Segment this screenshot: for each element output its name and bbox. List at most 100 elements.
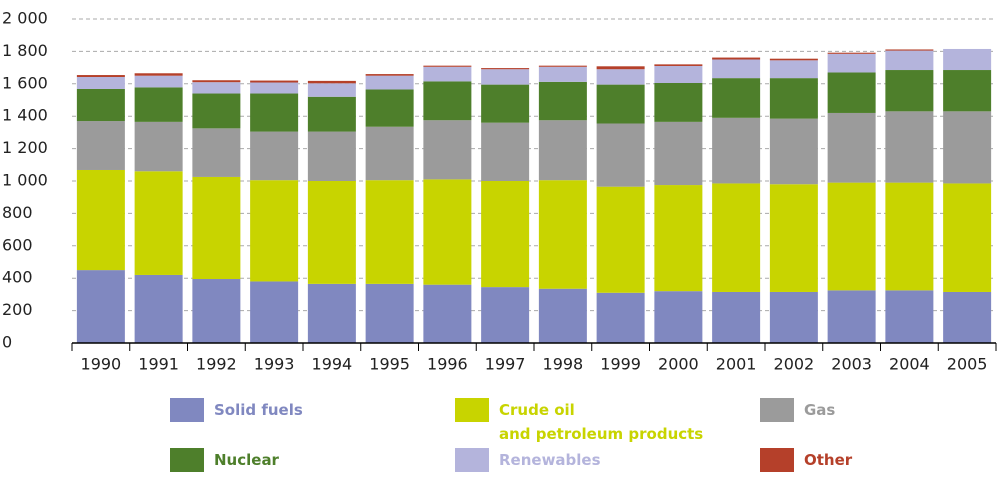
legend-label: Other xyxy=(804,451,853,469)
y-tick-label: 1 600 xyxy=(2,73,48,92)
bar-segment xyxy=(423,65,472,67)
bar-segment xyxy=(192,82,241,94)
bar-segment xyxy=(481,69,530,85)
bar-segment xyxy=(481,287,530,343)
bar-segment xyxy=(134,274,183,343)
bar-segment xyxy=(481,122,530,181)
bar-segment xyxy=(654,291,703,343)
bar-segment xyxy=(76,121,125,170)
legend-label: Gas xyxy=(804,401,836,419)
bar-segment xyxy=(192,279,241,343)
x-tick-label: 1997 xyxy=(485,355,526,374)
bar-segment xyxy=(654,121,703,186)
bar-segment xyxy=(134,73,183,76)
bar-segment xyxy=(423,81,472,121)
bar-segment xyxy=(943,70,992,112)
legend-swatch xyxy=(170,448,204,472)
bar-segment xyxy=(712,57,761,60)
bar-segment xyxy=(250,131,299,181)
y-tick-label: 400 xyxy=(2,268,33,287)
bar-segment xyxy=(365,89,414,127)
bar-segment xyxy=(712,291,761,343)
bar-segment xyxy=(481,68,530,70)
bar-segment xyxy=(76,88,125,122)
bar-segment xyxy=(423,179,472,285)
x-tick-label: 2002 xyxy=(774,355,815,374)
legend-swatch xyxy=(760,448,794,472)
bar-segment xyxy=(423,284,472,343)
x-tick-label: 2004 xyxy=(889,355,930,374)
bar-segment xyxy=(885,111,934,183)
bar-segment xyxy=(134,121,183,172)
y-tick-label: 800 xyxy=(2,203,33,222)
bar-segment xyxy=(481,181,530,288)
bar-segment xyxy=(307,131,356,181)
bar-segment xyxy=(654,65,703,83)
bar-segment xyxy=(712,117,761,184)
x-tick-label: 2005 xyxy=(947,355,988,374)
bar-segment xyxy=(134,171,183,275)
bar-segment xyxy=(250,80,299,83)
bar-segment xyxy=(307,96,356,132)
bar-segment xyxy=(769,291,818,343)
bar-segment xyxy=(596,84,645,124)
legend-item: Crude oil and petroleum products xyxy=(455,398,703,446)
bar-segment xyxy=(538,81,587,121)
bar-segment xyxy=(538,180,587,289)
y-tick-label: 0 xyxy=(2,333,12,352)
bar-segment xyxy=(250,82,299,94)
x-tick-label: 1991 xyxy=(138,355,179,374)
legend-swatch xyxy=(170,398,204,422)
bar-segment xyxy=(885,290,934,343)
bar-segment xyxy=(538,66,587,82)
bar-segment xyxy=(134,75,183,88)
x-tick-label: 1994 xyxy=(312,355,353,374)
bar-segment xyxy=(365,283,414,343)
bar-segment xyxy=(192,80,241,83)
bar-segment xyxy=(76,169,125,271)
x-tick-label: 2000 xyxy=(658,355,699,374)
y-tick-label: 600 xyxy=(2,235,33,254)
bar-segment xyxy=(192,176,241,280)
bar-segment xyxy=(769,60,818,79)
bar-segment xyxy=(596,292,645,343)
bar-segment xyxy=(76,270,125,343)
x-tick-label: 1996 xyxy=(427,355,468,374)
bar-segment xyxy=(712,183,761,292)
bar-segment xyxy=(76,75,125,77)
bar-segment xyxy=(596,123,645,187)
bar-segment xyxy=(538,65,587,67)
bar-segment xyxy=(827,182,876,291)
bar-segment xyxy=(538,120,587,181)
bar-segment xyxy=(365,75,414,90)
bar-segment xyxy=(596,69,645,85)
bar-segment xyxy=(250,93,299,132)
legend-item: Other xyxy=(760,448,852,472)
legend-item: Gas xyxy=(760,398,835,422)
legend-swatch xyxy=(760,398,794,422)
x-tick-label: 1992 xyxy=(196,355,237,374)
bar-segment xyxy=(827,290,876,343)
bar-segment xyxy=(365,126,414,181)
bar-segment xyxy=(250,180,299,282)
x-tick-label: 1995 xyxy=(369,355,410,374)
legend-label: Nuclear xyxy=(214,451,279,469)
bar-segment xyxy=(885,50,934,71)
y-tick-label: 200 xyxy=(2,300,33,319)
bar-segment xyxy=(307,83,356,97)
x-tick-label: 1999 xyxy=(600,355,641,374)
y-tick-label: 1 200 xyxy=(2,138,48,157)
bar-segment xyxy=(827,52,876,54)
bar-segment xyxy=(134,87,183,122)
bar-segment xyxy=(827,53,876,73)
legend-swatch xyxy=(455,448,489,472)
bar-segment xyxy=(712,59,761,79)
bar-segment xyxy=(423,66,472,82)
bar-segment xyxy=(192,128,241,177)
bar-segment xyxy=(365,74,414,76)
bar-segment xyxy=(885,182,934,291)
legend-item: Solid fuels xyxy=(170,398,303,422)
bar-segment xyxy=(769,118,818,185)
bar-segment xyxy=(885,49,934,51)
bar-segment xyxy=(596,186,645,293)
